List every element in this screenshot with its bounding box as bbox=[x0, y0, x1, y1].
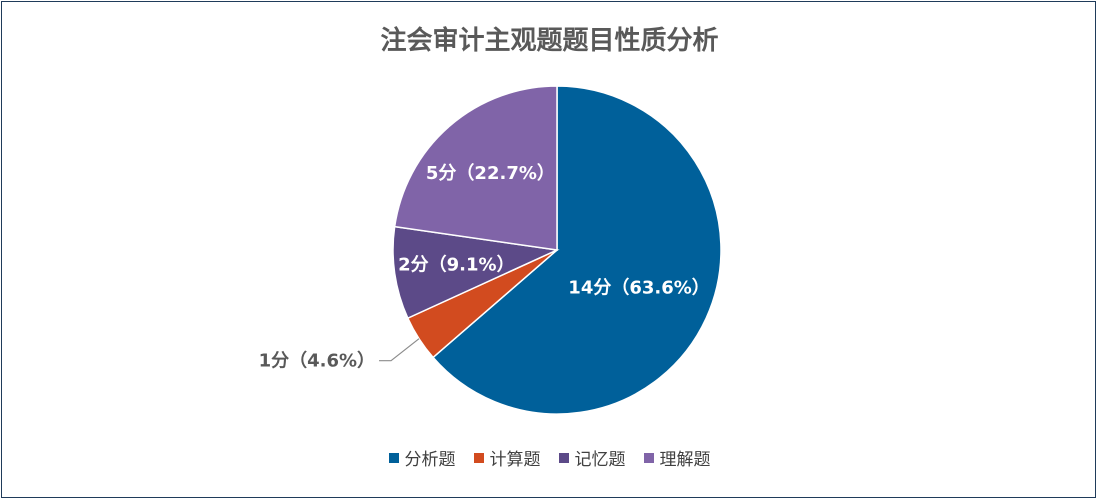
data-label-calculation: 1分（4.6%） bbox=[259, 351, 375, 372]
legend-item-calculation: 计算题 bbox=[473, 445, 541, 470]
legend-label-understanding: 理解题 bbox=[659, 450, 711, 470]
legend-item-analysis: 分析题 bbox=[388, 445, 456, 470]
data-label-memory: 2分（9.1%） bbox=[398, 254, 514, 275]
legend-swatch-analysis bbox=[388, 452, 399, 463]
leader-line-calculation bbox=[379, 338, 420, 362]
legend-label-calculation: 计算题 bbox=[489, 450, 541, 470]
data-label-understanding: 5分（22.7%） bbox=[426, 163, 555, 184]
legend-label-memory: 记忆题 bbox=[574, 450, 626, 470]
legend-label-analysis: 分析题 bbox=[404, 450, 456, 470]
legend: 分析题 计算题 记忆题 理解题 bbox=[2, 445, 1095, 470]
legend-swatch-memory bbox=[558, 452, 569, 463]
legend-item-understanding: 理解题 bbox=[643, 445, 711, 470]
pie-slice-memory bbox=[392, 225, 560, 320]
pie-slice-understanding bbox=[393, 85, 558, 251]
legend-swatch-understanding bbox=[643, 452, 654, 463]
legend-swatch-calculation bbox=[473, 452, 484, 463]
pie-slice-analysis bbox=[431, 85, 722, 415]
chart-title: 注会审计主观题题目性质分析 bbox=[380, 26, 719, 56]
data-label-analysis: 14分（63.6%） bbox=[568, 277, 710, 298]
legend-item-memory: 记忆题 bbox=[558, 445, 626, 470]
